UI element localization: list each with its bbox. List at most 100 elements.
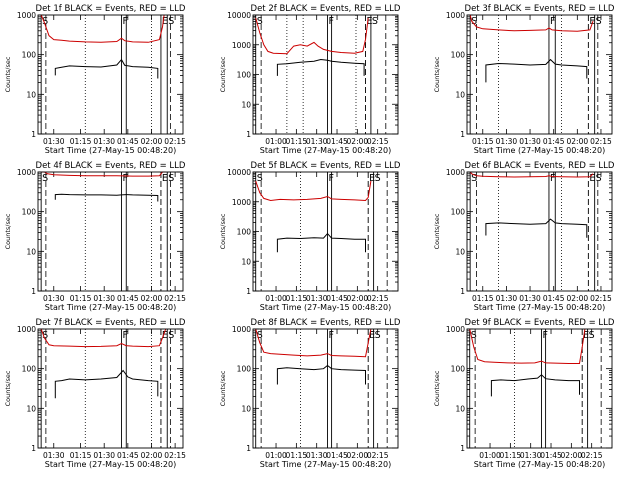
- x-tick-label: 01:15: [286, 137, 308, 146]
- x-axis-label: Start Time (27-May-15 00:48:20): [260, 460, 391, 469]
- y-tick-label: 1000: [17, 168, 36, 177]
- event-marker-label: S: [168, 173, 174, 184]
- x-tick-label: 01:45: [543, 294, 565, 303]
- y-tick-label: 10000: [227, 168, 251, 177]
- y-tick-label: 100: [237, 365, 252, 374]
- x-tick-label: 01:00: [265, 451, 287, 460]
- events-series-line: [485, 58, 588, 83]
- panel-title: Det 1f BLACK = Events, RED = LLD: [36, 4, 186, 14]
- event-marker-label: E: [162, 16, 168, 27]
- lld-series-line: [469, 171, 594, 178]
- x-tick-label: 02:00: [567, 137, 589, 146]
- panel-5: Det 5f BLACK = Events, RED = LLD Counts/s…: [219, 161, 401, 312]
- events-series-line: [276, 232, 366, 253]
- plot-frame: [252, 328, 399, 449]
- event-marker-label: S: [42, 16, 48, 27]
- x-tick-label: 01:15: [472, 294, 494, 303]
- plot-frame: [37, 14, 184, 135]
- y-axis-label: Counts/sec: [4, 213, 12, 249]
- x-tick-label: 01:45: [117, 451, 139, 460]
- event-marker-label: S: [257, 173, 263, 184]
- x-tick-label: 01:15: [70, 451, 92, 460]
- plot-frame: [466, 328, 613, 449]
- x-tick-label: 02:15: [164, 451, 186, 460]
- y-tick-label: 1000: [446, 168, 465, 177]
- x-tick-label: 01:15: [70, 137, 92, 146]
- y-tick-label: 10: [26, 404, 36, 413]
- event-marker-label: S: [42, 173, 48, 184]
- y-axis-label: Counts/sec: [433, 213, 441, 249]
- y-tick-label: 1: [31, 287, 36, 296]
- event-marker-label: S: [471, 330, 477, 341]
- plot-frame: [466, 14, 613, 135]
- event-marker-label: F: [123, 16, 128, 27]
- panel-4: Det 4f BLACK = Events, RED = LLD Counts/s…: [4, 161, 186, 312]
- x-tick-label: 01:45: [326, 137, 348, 146]
- y-tick-label: 10: [455, 90, 465, 99]
- event-marker-label: S: [42, 330, 48, 341]
- x-tick-label: 02:15: [590, 137, 612, 146]
- event-marker-label: S: [257, 16, 263, 27]
- events-series-line: [54, 193, 159, 202]
- x-tick-label: 02:00: [141, 294, 163, 303]
- panel-7: Det 7f BLACK = Events, RED = LLD Counts/s…: [4, 318, 186, 469]
- event-marker-label: F: [123, 330, 128, 341]
- event-marker-label: E: [366, 16, 372, 27]
- x-tick-label: 01:30: [306, 451, 328, 460]
- y-tick-label: 1: [460, 130, 465, 139]
- x-tick-label: 01:00: [479, 451, 501, 460]
- y-tick-label: 1000: [17, 325, 36, 334]
- y-tick-label: 100: [451, 51, 466, 60]
- x-axis-label: Start Time (27-May-15 00:48:20): [474, 460, 605, 469]
- x-tick-label: 02:15: [367, 451, 389, 460]
- x-tick-label: 01:45: [543, 137, 565, 146]
- x-tick-label: 02:00: [141, 137, 163, 146]
- x-tick-label: 01:30: [43, 451, 65, 460]
- event-marker-label: F: [550, 16, 555, 27]
- event-marker-label: F: [550, 173, 555, 184]
- events-series-line: [54, 58, 159, 79]
- plot-frame: [37, 328, 184, 449]
- panel-2: Det 2f BLACK = Events, RED = LLD Counts/s…: [219, 4, 401, 155]
- y-tick-label: 100: [237, 228, 252, 237]
- y-tick-label: 1000: [17, 11, 36, 20]
- event-marker-label: S: [596, 173, 602, 184]
- x-tick-label: 01:45: [540, 451, 562, 460]
- x-axis-label: Start Time (27-May-15 00:48:20): [45, 146, 176, 155]
- y-tick-label: 1000: [232, 325, 251, 334]
- x-tick-label: 02:15: [164, 137, 186, 146]
- y-tick-label: 100: [451, 365, 466, 374]
- x-tick-label: 01:15: [70, 294, 92, 303]
- event-marker-label: S: [375, 173, 381, 184]
- y-tick-label: 100: [237, 71, 252, 80]
- x-tick-label: 01:30: [306, 294, 328, 303]
- event-marker-label: E: [589, 173, 595, 184]
- x-tick-label: 01:30: [93, 451, 115, 460]
- event-marker-label: E: [589, 16, 595, 27]
- event-marker-label: S: [375, 330, 381, 341]
- x-tick-label: 01:15: [500, 451, 522, 460]
- x-axis-label: Start Time (27-May-15 00:48:20): [260, 303, 391, 312]
- plot-frame: [37, 171, 184, 292]
- x-tick-label: 02:00: [347, 137, 369, 146]
- x-tick-label: 01:30: [519, 137, 541, 146]
- x-axis-label: Start Time (27-May-15 00:48:20): [474, 146, 605, 155]
- event-marker-label: S: [589, 330, 595, 341]
- event-marker-label: S: [257, 330, 263, 341]
- panel-title: Det 2f BLACK = Events, RED = LLD: [251, 4, 401, 14]
- panel-title: Det 7f BLACK = Events, RED = LLD: [36, 318, 186, 328]
- y-tick-label: 10: [241, 257, 251, 266]
- event-marker-label: S: [168, 16, 174, 27]
- panel-9: Det 9f BLACK = Events, RED = LLD Counts/s…: [433, 318, 615, 469]
- event-marker-label: F: [329, 173, 334, 184]
- event-marker-label: S: [372, 16, 378, 27]
- y-tick-label: 10: [241, 404, 251, 413]
- x-tick-label: 01:30: [306, 137, 328, 146]
- y-tick-label: 10000: [227, 11, 251, 20]
- y-axis-label: Counts/sec: [219, 56, 227, 92]
- x-tick-label: 02:00: [141, 451, 163, 460]
- x-tick-label: 02:15: [367, 294, 389, 303]
- x-tick-label: 01:00: [265, 294, 287, 303]
- event-marker-label: F: [329, 330, 334, 341]
- lld-series-line: [40, 14, 165, 43]
